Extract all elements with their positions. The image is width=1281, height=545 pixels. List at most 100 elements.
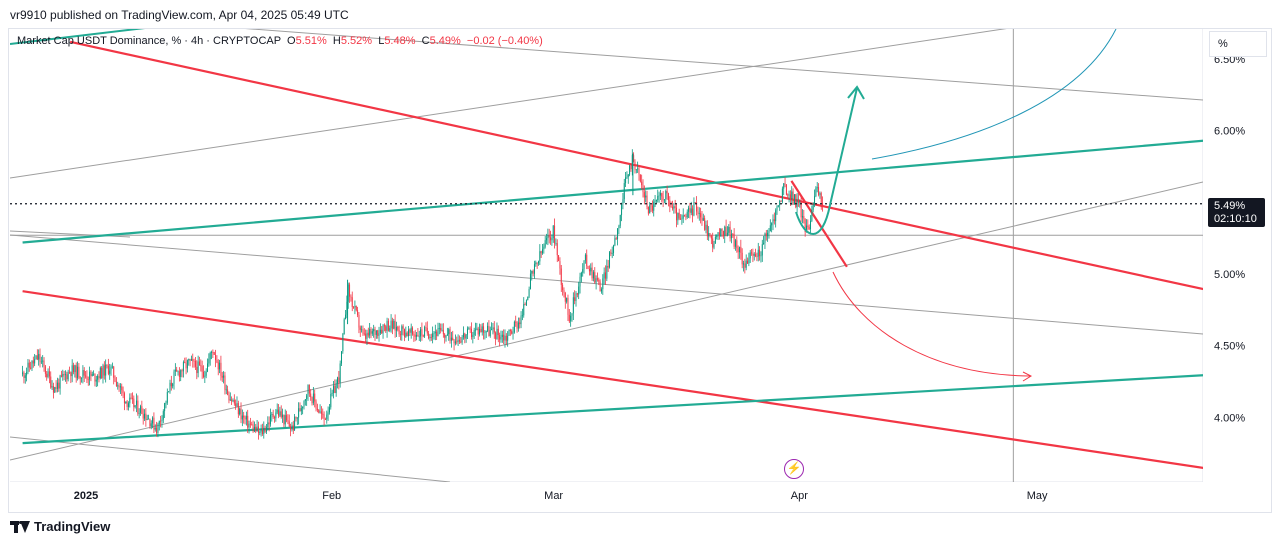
candle-body <box>106 364 108 366</box>
candle-body <box>547 234 549 239</box>
candle-body <box>244 417 246 420</box>
candle-body <box>812 203 814 210</box>
candle-body <box>793 194 795 205</box>
x-tick-label: Mar <box>544 490 563 502</box>
candle-body <box>197 361 199 374</box>
candle-body <box>312 393 314 404</box>
candle-body <box>633 155 635 162</box>
candle-body <box>446 334 448 336</box>
candle-body <box>720 229 722 237</box>
candle-body <box>361 329 363 331</box>
candle-body <box>387 320 389 331</box>
candle-body <box>657 195 659 201</box>
candle-body <box>111 366 113 368</box>
candle-body <box>623 183 625 200</box>
candle-body <box>647 207 649 214</box>
projection-down-path <box>832 271 1031 377</box>
candle-body <box>639 174 641 182</box>
symbol-label: Market Cap USDT Dominance, % · 4h · CRYP… <box>17 35 281 47</box>
candle-body <box>421 329 423 336</box>
candle-body <box>22 372 24 375</box>
candle-body <box>186 360 188 369</box>
unit-selector[interactable]: % <box>1209 31 1267 57</box>
candle-body <box>414 334 416 337</box>
candle-body <box>488 325 490 336</box>
candle-body <box>501 334 503 337</box>
candle-body <box>610 252 612 254</box>
candle-body <box>563 290 565 293</box>
candle-body <box>460 341 462 343</box>
candle-body <box>662 196 664 201</box>
candle-body <box>635 169 637 171</box>
candle-body <box>193 360 195 362</box>
candle-body <box>554 225 556 244</box>
candle-body <box>39 353 41 362</box>
candle-body <box>71 365 73 377</box>
candle-body <box>336 377 338 384</box>
candle-body <box>771 223 773 226</box>
candle-body <box>204 375 206 377</box>
candle-body <box>629 165 631 175</box>
candle-body <box>481 326 483 333</box>
candle-body <box>307 385 309 396</box>
candle-body <box>146 419 148 421</box>
candle-body <box>820 193 822 203</box>
candle-body <box>537 261 539 264</box>
candle-body <box>622 199 624 204</box>
candle-body <box>611 253 613 254</box>
candle-body <box>520 315 522 325</box>
footer-brand[interactable]: TradingView <box>10 519 110 534</box>
candle-body <box>42 360 44 362</box>
candle-body <box>93 373 95 375</box>
candle-body <box>690 208 692 213</box>
candle-body <box>284 415 286 425</box>
candle-body <box>102 365 104 379</box>
candle-body <box>517 322 519 329</box>
candle-body <box>815 188 817 197</box>
candle-body <box>641 181 643 186</box>
candle-body <box>180 370 182 377</box>
candle-body <box>257 426 259 433</box>
candle-body <box>97 376 99 380</box>
candle-body <box>469 328 471 330</box>
candle-body <box>783 183 785 189</box>
last-price-tag: 5.49% 02:10:10 <box>1208 198 1265 227</box>
candle-body <box>653 202 655 211</box>
candle-body <box>86 376 88 380</box>
candle-body <box>693 202 695 216</box>
candle-body <box>278 409 280 416</box>
candle-body <box>224 375 226 390</box>
candle-body <box>36 355 38 360</box>
candle-body <box>500 336 502 340</box>
candle-body <box>525 300 527 306</box>
candle-body <box>114 377 116 382</box>
candle-body <box>464 333 466 339</box>
candle-body <box>548 234 550 238</box>
candle-body <box>441 329 443 331</box>
candle-body <box>724 226 726 237</box>
candle-body <box>241 415 243 420</box>
candle-body <box>564 292 566 302</box>
candle-body <box>738 246 740 253</box>
candle-body <box>768 231 770 233</box>
lightning-icon[interactable]: ⚡ <box>784 459 804 479</box>
candle-body <box>168 391 170 393</box>
candle-body <box>58 382 60 389</box>
candle-body <box>466 328 468 335</box>
gray-trend-line <box>10 181 1203 461</box>
x-axis-ticks: 2025 Feb Mar Apr May <box>74 490 1048 502</box>
candle-body <box>75 365 77 379</box>
candle-body <box>449 329 451 341</box>
candle-body <box>752 253 754 256</box>
candle-body <box>290 426 292 430</box>
candle-body <box>280 411 282 418</box>
candle-body <box>138 412 140 414</box>
candle-body <box>130 397 132 399</box>
last-price-value: 5.49% <box>1214 200 1246 212</box>
candle-body <box>394 320 396 331</box>
close-value: 5.49% <box>429 35 461 47</box>
candle-body <box>115 381 117 387</box>
candle-body <box>757 249 759 257</box>
candle-body <box>417 334 419 337</box>
